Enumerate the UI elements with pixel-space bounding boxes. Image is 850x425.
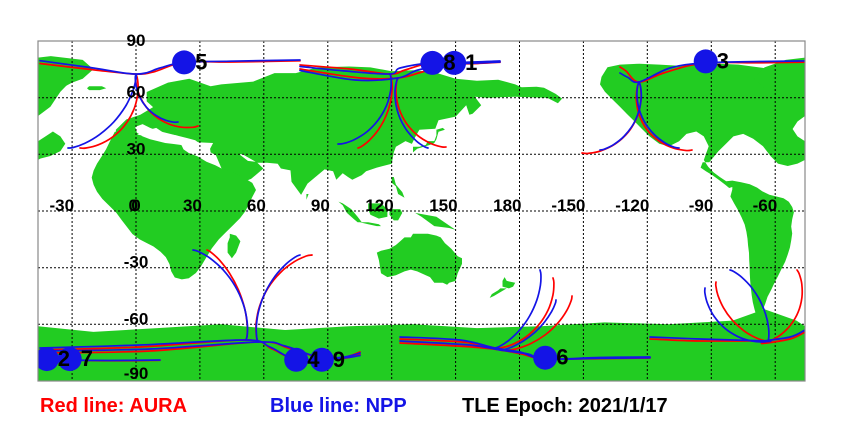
svg-text:-120: -120 bbox=[615, 196, 649, 215]
svg-text:9: 9 bbox=[333, 347, 345, 372]
svg-text:-30: -30 bbox=[50, 196, 75, 215]
svg-text:30: 30 bbox=[127, 139, 146, 158]
svg-text:180: 180 bbox=[493, 196, 521, 215]
svg-text:5: 5 bbox=[195, 49, 207, 74]
svg-text:-150: -150 bbox=[551, 196, 585, 215]
svg-text:Red line: AURA: Red line: AURA bbox=[40, 395, 187, 417]
svg-text:90: 90 bbox=[311, 196, 330, 215]
svg-text:120: 120 bbox=[365, 196, 393, 215]
svg-text:2: 2 bbox=[58, 346, 70, 371]
svg-text:7: 7 bbox=[81, 346, 93, 371]
svg-text:6: 6 bbox=[556, 345, 568, 370]
svg-text:Blue line: NPP: Blue line: NPP bbox=[270, 395, 407, 417]
svg-text:4: 4 bbox=[307, 347, 320, 372]
svg-text:60: 60 bbox=[127, 83, 146, 102]
svg-text:1: 1 bbox=[465, 50, 477, 75]
svg-text:150: 150 bbox=[429, 196, 457, 215]
svg-text:0: 0 bbox=[131, 196, 140, 215]
svg-text:-30: -30 bbox=[124, 253, 149, 272]
svg-text:-90: -90 bbox=[124, 364, 149, 383]
svg-text:90: 90 bbox=[127, 31, 146, 50]
svg-text:30: 30 bbox=[183, 196, 202, 215]
svg-text:-60: -60 bbox=[753, 196, 778, 215]
svg-text:-90: -90 bbox=[689, 196, 714, 215]
svg-text:-60: -60 bbox=[124, 309, 149, 328]
svg-text:60: 60 bbox=[247, 196, 266, 215]
svg-text:3: 3 bbox=[717, 48, 729, 73]
svg-text:8: 8 bbox=[443, 50, 455, 75]
svg-text:TLE Epoch: 2021/1/17: TLE Epoch: 2021/1/17 bbox=[462, 395, 668, 417]
